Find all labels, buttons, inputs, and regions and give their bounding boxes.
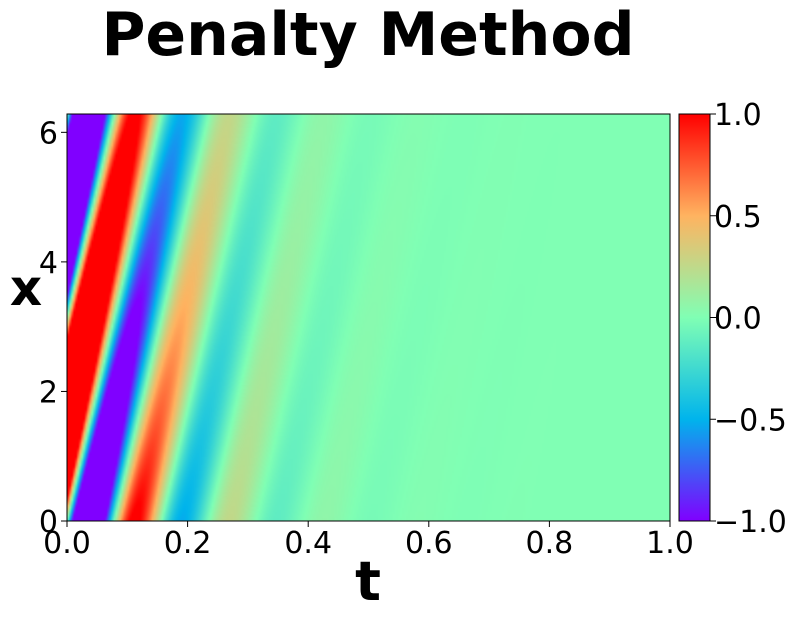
x-tick-label: 0.4 [284,526,332,561]
plot-frame [66,113,671,522]
x-tick-label: 1.0 [646,526,694,561]
y-tick-label: 6 [39,116,58,151]
colorbar-ticks: 1.0 0.5 0.0 −0.5 −1.0 [710,98,787,540]
x-tick-label: 0.0 [43,526,91,561]
x-axis-ticks: 0.0 0.2 0.4 0.6 0.8 1.0 [43,521,694,561]
y-tick-label: 0 [39,505,58,540]
colorbar-tick-label: −1.0 [714,505,787,540]
colorbar-gradient [678,113,711,522]
y-axis-ticks: 0 2 4 6 [39,116,67,540]
colorbar-tick-label: 0.0 [714,302,762,337]
plot-area [66,113,671,522]
x-tick-label: 0.6 [405,526,453,561]
colorbar-tick-label: 1.0 [714,98,762,133]
colorbar: 1.0 0.5 0.0 −0.5 −1.0 [678,98,787,540]
x-tick-label: 0.8 [526,526,574,561]
chart-title: Penalty Method [101,0,634,70]
colorbar-tick-label: −0.5 [714,403,787,438]
y-tick-label: 4 [39,246,58,281]
heatmap-image [67,114,670,521]
y-axis-label: x [10,259,42,317]
x-axis-label: t [355,550,381,613]
y-tick-label: 2 [39,375,58,410]
colorbar-tick-label: 0.5 [714,200,762,235]
x-tick-label: 0.2 [164,526,212,561]
